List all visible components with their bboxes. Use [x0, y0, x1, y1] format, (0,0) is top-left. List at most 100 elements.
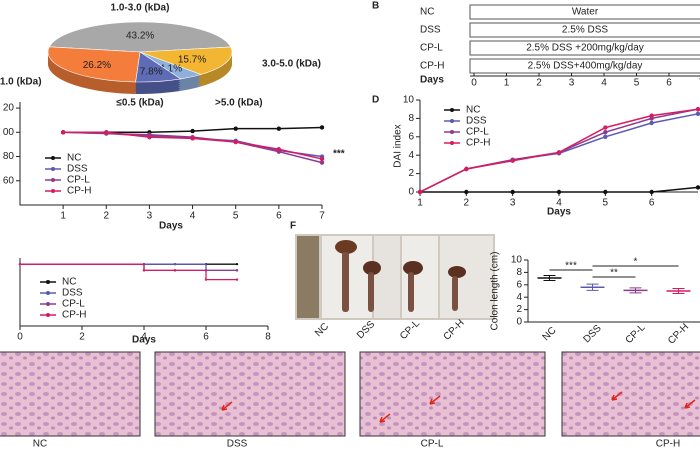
data-point	[649, 189, 654, 195]
y-tick-label: 60	[3, 175, 15, 186]
schedule-day: 5	[634, 78, 640, 89]
schedule-day: 3	[569, 78, 575, 89]
group-label: DSS	[420, 25, 441, 36]
histology-label: DSS	[227, 439, 248, 450]
photo-label: CP-L	[398, 318, 422, 342]
schedule-axis-label: Days	[420, 75, 444, 86]
legend-label: DSS	[466, 116, 487, 127]
y-tick-label: 10	[403, 95, 415, 106]
legend-label: CP-H	[67, 186, 91, 197]
treatment-box	[469, 40, 700, 56]
data-point	[510, 189, 515, 195]
pie-value-label: 4.1%	[159, 64, 182, 75]
data-point	[556, 189, 562, 195]
x-tick-label: 6	[203, 332, 209, 343]
legend-marker	[51, 156, 55, 160]
data-point	[142, 269, 146, 272]
x-tick-label: 0	[17, 332, 23, 343]
data-point	[695, 111, 700, 116]
x-tick-label: 2	[79, 332, 85, 343]
y-tick-label: 4	[408, 150, 414, 161]
x-tick-label: 1	[417, 198, 423, 209]
x-tick-label: 6	[649, 198, 655, 209]
x-tick-label: 3	[510, 198, 516, 209]
y-axis-label: DAI index	[393, 124, 404, 167]
treatment-box	[469, 22, 700, 38]
x-tick-label: 7	[319, 211, 325, 222]
pie-value-label: 26.2%	[83, 60, 111, 71]
group-label: CP-H	[420, 61, 444, 72]
pie-value-label: 7.8%	[140, 66, 163, 77]
data-point	[173, 269, 177, 272]
y-tick-label: 6	[408, 131, 414, 142]
pie-category-label: 1.0-3.0 (kDa)	[111, 3, 170, 14]
histology-label: CP-L	[421, 439, 444, 450]
data-point	[417, 189, 423, 195]
x-tick-label: 4	[190, 211, 196, 222]
photo-panel	[295, 234, 495, 320]
data-point	[695, 185, 700, 190]
schedule-day: 4	[601, 78, 607, 89]
pie-category-label: ~1.0 (kDa)	[0, 77, 42, 88]
data-point	[235, 269, 239, 272]
y-tick-label: 0	[516, 317, 522, 328]
pie-value-label: 15.7%	[178, 55, 206, 66]
panel-letter: D	[372, 95, 379, 106]
survival-step	[20, 263, 237, 281]
y-tick-label: 6	[516, 279, 522, 290]
x-axis-label: Days	[159, 221, 183, 232]
schedule-day: 0	[471, 78, 477, 89]
legend-marker	[450, 141, 454, 145]
x-tick-label: 4	[141, 332, 147, 343]
schedule-day: 1	[504, 78, 510, 89]
pie-value-label: 43.2%	[126, 31, 154, 42]
histology-panels	[0, 351, 700, 437]
data-point	[204, 278, 208, 281]
data-point	[276, 126, 282, 131]
data-point	[649, 113, 654, 118]
legend-label: CP-H	[62, 310, 86, 321]
x-tick-label: 2	[464, 198, 470, 209]
y-tick-label: 2	[516, 304, 522, 315]
y-axis-label: Colon length (cm)	[490, 252, 501, 331]
schedule-day: 2	[536, 78, 542, 89]
treatment-label: Water	[572, 7, 599, 18]
data-point	[464, 189, 469, 195]
error-bar	[586, 283, 599, 291]
data-point	[235, 262, 239, 266]
group-label: CP-L	[420, 43, 443, 54]
treatment-box	[469, 58, 700, 74]
data-point	[104, 130, 109, 135]
schedule-day: 7	[699, 78, 700, 89]
legend-label: NC	[67, 153, 81, 164]
photo-label: NC	[313, 321, 331, 339]
treatment-label: 2.5% DSS	[562, 25, 608, 36]
histology-label: NC	[33, 439, 47, 450]
legend-label: NC	[62, 277, 76, 288]
legend-marker	[51, 189, 55, 193]
data-point	[603, 125, 608, 130]
legend-label: DSS	[62, 288, 83, 299]
data-point	[603, 130, 608, 135]
treatment-box	[469, 4, 700, 20]
data-point	[319, 156, 325, 162]
pie-slice	[48, 21, 232, 53]
x-tick-label: CP-L	[624, 322, 648, 346]
x-tick-label: 4	[556, 198, 562, 209]
data-point	[147, 134, 152, 140]
axis	[419, 100, 698, 193]
data-point	[18, 262, 22, 266]
data-point	[556, 150, 562, 155]
x-tick-label: 5	[603, 198, 609, 209]
legend-marker	[46, 291, 50, 295]
legend-label: CP-H	[466, 138, 490, 149]
legend-marker	[51, 178, 55, 182]
y-tick-label: 00	[3, 127, 15, 138]
x-axis-label: Days	[547, 207, 571, 218]
significance-label: ***	[565, 261, 577, 272]
legend-marker	[450, 108, 454, 112]
photo-label: DSS	[355, 319, 378, 342]
x-tick-label: DSS	[581, 323, 604, 346]
data-point	[603, 189, 608, 195]
